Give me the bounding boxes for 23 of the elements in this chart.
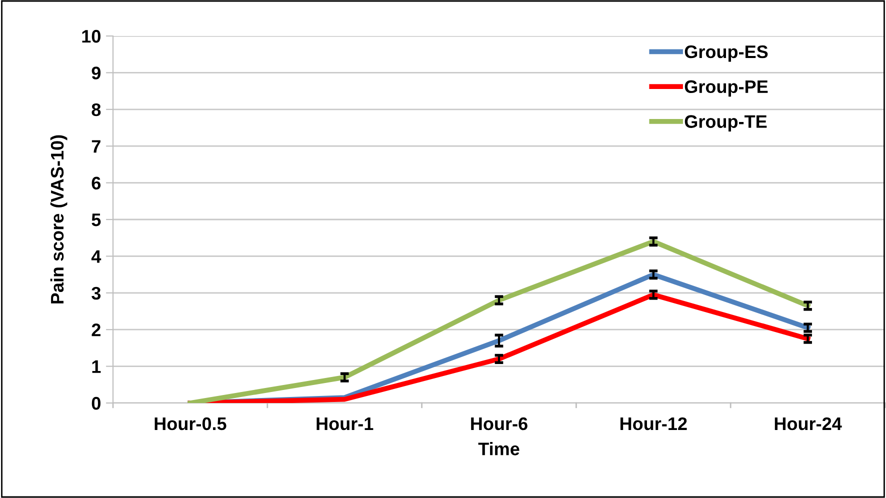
y-tick-label: 6 [92, 176, 101, 190]
y-tick-label: 0 [92, 396, 100, 410]
x-axis-title: Time [478, 442, 520, 456]
y-tick-label: 7 [92, 140, 100, 153]
line-series [188, 292, 810, 403]
x-tick-label: Hour-12 [620, 417, 687, 430]
y-tick-label: 10 [82, 30, 100, 43]
y-tick-label: 5 [92, 214, 101, 226]
x-tick-label: Hour-1 [316, 418, 374, 430]
legend-label: Group-TE [684, 115, 767, 132]
y-axis-title: Pain score (VAS-10) [50, 135, 68, 304]
y-tick-label: 8 [92, 103, 101, 116]
line-series [188, 239, 810, 403]
y-tick-label: 4 [91, 250, 102, 263]
y-tick-label: 2 [92, 324, 100, 336]
legend-label: Group-ES [684, 45, 768, 62]
y-tick-label: 3 [92, 286, 101, 300]
x-tick-label: Hour-24 [774, 417, 842, 430]
legend-label: Group-PE [684, 80, 768, 97]
x-tick-label: Hour-6 [471, 417, 528, 430]
y-tick-label: 9 [92, 66, 101, 80]
y-tick-label: 1 [92, 360, 101, 373]
x-tick-label: Hour-0.5 [154, 417, 226, 430]
